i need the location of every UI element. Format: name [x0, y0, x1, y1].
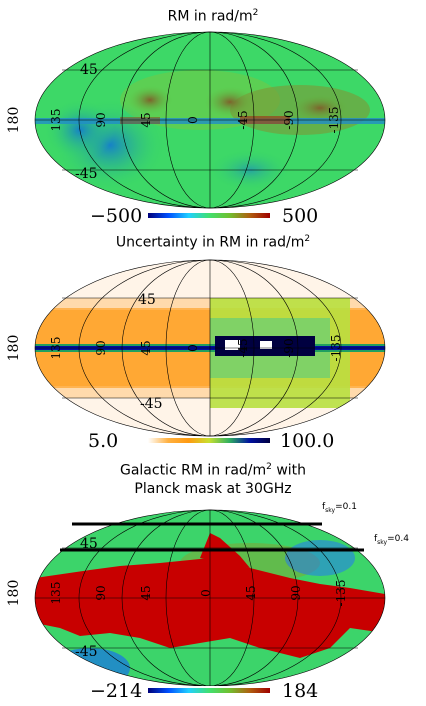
- rm-lon-label: 45: [139, 112, 153, 127]
- rm-graticule: [34, 31, 386, 209]
- rm-lon-label: 135: [49, 109, 63, 132]
- rm-lon-label: -90: [282, 110, 296, 129]
- rm-lon-label: 0: [186, 116, 200, 124]
- panel-1-title: RM in rad/m2: [167, 8, 259, 25]
- unc-lon-label: -90: [282, 338, 296, 357]
- unc-colorbar-max: 100.0: [280, 430, 335, 452]
- uncertainty-sky-map: 45 -45 180 135 90 45 0 -45 -90 -135: [6, 259, 386, 437]
- grm-lon-label: 90: [289, 585, 303, 600]
- unc-lon-label: -45: [236, 338, 250, 357]
- grm-lon-label: 180: [6, 580, 22, 607]
- unc-lon-label: 0: [186, 344, 200, 352]
- fsky-label-2: fsky=0.4: [374, 534, 409, 546]
- unc-lon-label: -135: [329, 335, 343, 362]
- grm-lat-north-label: 45: [80, 536, 98, 552]
- rm-lon-label: -135: [327, 107, 341, 134]
- rm-colorbar: [148, 213, 270, 218]
- panel-3-title: Galactic RM in rad/m2 with Planck mask a…: [119, 462, 307, 497]
- unc-lat-south-label: -45: [140, 396, 163, 412]
- rm-lat-south-label: -45: [75, 166, 98, 182]
- unc-colorbar-min: 5.0: [88, 430, 119, 452]
- unc-lat-north-label: 45: [138, 292, 156, 308]
- uncertainty-colorbar: [148, 438, 270, 443]
- grm-lon-label: -135: [334, 580, 348, 607]
- unc-lon-label: 90: [94, 340, 108, 355]
- grm-lon-label: 90: [94, 585, 108, 600]
- rm-lat-north-label: 45: [80, 62, 98, 78]
- grm-colorbar-max: 184: [282, 680, 319, 702]
- rm-lon-label: 180: [6, 107, 22, 134]
- rm-colorbar-max: 500: [282, 205, 319, 227]
- grm-lon-label: 45: [244, 585, 258, 600]
- grm-lat-south-label: -45: [75, 644, 98, 660]
- unc-lon-label: 180: [6, 335, 22, 362]
- rm-colorbar-min: −500: [90, 205, 143, 227]
- fsky-label-1: fsky=0.1: [322, 502, 357, 514]
- unc-lon-label: 45: [139, 340, 153, 355]
- unc-lon-label: 135: [49, 337, 63, 360]
- rm-sky-map: 45 -45 180 135 90 45 0 -45 -90 -135: [6, 31, 386, 209]
- rm-lon-label: 90: [94, 112, 108, 127]
- rm-lon-label: -45: [236, 110, 250, 129]
- galactic-rm-colorbar: [148, 688, 270, 693]
- grm-lon-label: 135: [49, 582, 63, 605]
- uncertainty-graticule: [34, 259, 386, 437]
- galactic-rm-sky-map: 45 -45 180 135 90 45 0 45 90 -135: [6, 509, 386, 686]
- grm-lon-label: 45: [139, 585, 153, 600]
- grm-lon-label: 0: [199, 589, 213, 597]
- panel-2-title: Uncertainty in RM in rad/m2: [115, 234, 311, 251]
- grm-colorbar-min: −214: [90, 680, 143, 702]
- galactic-rm-graticule: [34, 509, 386, 686]
